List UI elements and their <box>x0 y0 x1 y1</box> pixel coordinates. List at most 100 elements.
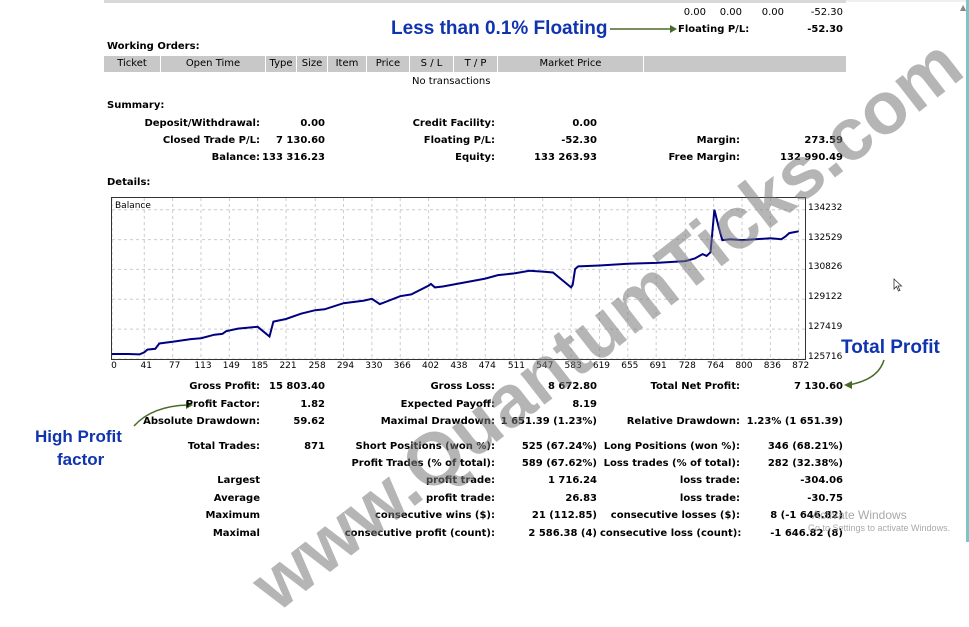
floating-pl-value: -52.30 <box>807 24 843 35</box>
details-title: Details: <box>107 177 151 188</box>
floating-annotation: Less than 0.1% Floating <box>391 18 608 39</box>
row-mid-value: 2 586.38 (4) <box>528 528 597 539</box>
row-prefix: Average <box>213 493 260 504</box>
col-size[interactable]: Size <box>297 56 328 72</box>
profit-factor-label: Profit Factor: <box>185 399 260 410</box>
summary-floating-value: -52.30 <box>561 135 597 146</box>
col-sl[interactable]: S / L <box>410 56 454 72</box>
chart-title: Balance <box>115 201 151 211</box>
free-margin-label: Free Margin: <box>668 152 740 163</box>
table-bottom-border <box>104 0 846 3</box>
absolute-drawdown-value: 59.62 <box>293 416 325 427</box>
closed-pl-label: Closed Trade P/L: <box>162 135 260 146</box>
gross-profit-value: 15 803.40 <box>269 381 325 392</box>
expected-payoff-value: 8.19 <box>572 399 597 410</box>
deposit-label: Deposit/Withdrawal: <box>144 118 260 129</box>
row-mid-value: 26.83 <box>565 493 597 504</box>
balance-label: Balance: <box>211 152 260 163</box>
arrow-right-icon <box>610 25 677 33</box>
col-price[interactable]: Price <box>367 56 410 72</box>
floating-pl-label: Floating P/L: <box>678 24 750 35</box>
equity-label: Equity: <box>455 152 495 163</box>
relative-drawdown-label: Relative Drawdown: <box>626 416 740 427</box>
col-type[interactable]: Type <box>266 56 297 72</box>
total-trades-label: Total Trades: <box>187 441 260 452</box>
table-bottom-border-right <box>846 0 966 2</box>
row-right-label: consecutive loss (count): <box>600 528 742 539</box>
margin-label: Margin: <box>696 135 740 146</box>
maximal-drawdown-label: Maximal Drawdown: <box>380 416 495 427</box>
total-trades-value: 871 <box>304 441 325 452</box>
x-tick-label: 77 <box>168 361 181 371</box>
x-tick-label: 764 <box>707 361 725 371</box>
col-item[interactable]: Item <box>328 56 367 72</box>
top-row-value: 0.00 <box>761 7 784 18</box>
balance-value: 133 316.23 <box>262 152 325 163</box>
x-tick-label: 221 <box>279 361 297 371</box>
row-mid-value: 1 716.24 <box>547 475 597 486</box>
no-transactions-text: No transactions <box>412 76 491 87</box>
col-market-price[interactable]: Market Price <box>498 56 644 72</box>
x-tick-label: 438 <box>450 361 468 371</box>
credit-label: Credit Facility: <box>412 118 495 129</box>
top-row-value: -52.30 <box>810 7 843 18</box>
total-net-profit-label: Total Net Profit: <box>650 381 740 392</box>
col-empty <box>644 56 846 72</box>
working-orders-title: Working Orders: <box>107 41 200 52</box>
total-net-profit-value: 7 130.60 <box>793 381 843 392</box>
working-orders-header: Ticket Open Time Type Size Item Price S … <box>104 56 846 72</box>
x-tick-label: 330 <box>365 361 383 371</box>
x-tick-label: 511 <box>507 361 525 371</box>
row-right-label: loss trade: <box>679 493 740 504</box>
profit-factor-annotation-line1: High Profit <box>35 427 122 446</box>
curved-arrow-icon <box>844 359 885 389</box>
y-tick-label: 130826 <box>808 262 843 273</box>
profit-factor-annotation-line2: factor <box>57 450 105 469</box>
long-positions-label: Long Positions (won %): <box>603 441 740 452</box>
row-mid-value: 21 (112.85) <box>531 510 597 521</box>
row-right-label: consecutive losses ($): <box>610 510 740 521</box>
profit-trades-value: 589 (67.62%) <box>521 458 597 469</box>
loss-trades-label: Loss trades (% of total): <box>603 458 740 469</box>
x-tick-label: 41 <box>140 361 153 371</box>
x-tick-label: 728 <box>678 361 696 371</box>
absolute-drawdown-label: Absolute Drawdown: <box>143 416 260 427</box>
maximal-drawdown-value: 1 651.39 (1.23%) <box>500 416 597 427</box>
row-prefix: Maximal <box>212 528 260 539</box>
x-tick-label: 0 <box>111 361 117 371</box>
col-tp[interactable]: T / P <box>454 56 498 72</box>
summary-floating-label: Floating P/L: <box>423 135 495 146</box>
x-tick-label: 294 <box>336 361 355 371</box>
y-tick-label: 134232 <box>808 202 843 213</box>
margin-value: 273.59 <box>804 135 843 146</box>
row-mid-label: consecutive wins ($): <box>374 510 495 521</box>
col-open-time[interactable]: Open Time <box>161 56 266 72</box>
balance-line-plot <box>112 198 805 359</box>
scroll-up-icon[interactable]: ▲ <box>960 3 967 12</box>
y-tick-label: 127419 <box>808 322 843 333</box>
row-mid-label: profit trade: <box>425 493 495 504</box>
x-tick-label: 655 <box>621 361 639 371</box>
gross-loss-value: 8 672.80 <box>547 381 597 392</box>
x-tick-label: 872 <box>792 361 810 371</box>
short-positions-label: Short Positions (won %): <box>355 441 495 452</box>
y-tick-label: 129122 <box>808 292 843 303</box>
row-right-value: 8 (-1 646.82) <box>770 510 843 521</box>
x-tick-label: 547 <box>536 361 554 371</box>
y-tick-label: 125716 <box>808 352 843 362</box>
row-mid-label: profit trade: <box>425 475 495 486</box>
curved-arrow-icon <box>133 401 193 427</box>
equity-value: 133 263.93 <box>534 152 597 163</box>
x-tick-label: 113 <box>194 361 212 371</box>
col-ticket[interactable]: Ticket <box>104 56 161 72</box>
expected-payoff-label: Expected Payoff: <box>400 399 495 410</box>
x-tick-label: 619 <box>592 361 611 371</box>
mouse-cursor-icon <box>893 278 903 292</box>
scrollbar[interactable] <box>966 0 969 542</box>
total-profit-annotation: Total Profit <box>841 337 940 358</box>
row-right-label: loss trade: <box>679 475 740 486</box>
x-tick-label: 836 <box>763 361 781 371</box>
deposit-value: 0.00 <box>300 118 325 129</box>
y-tick-label: 132529 <box>808 232 843 243</box>
row-right-value: -1 646.82 (8) <box>770 528 843 539</box>
